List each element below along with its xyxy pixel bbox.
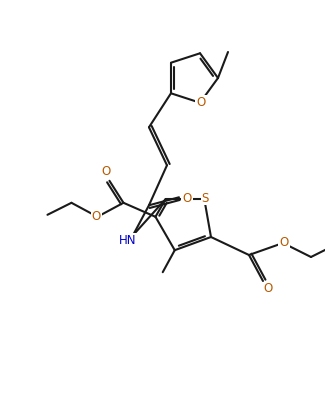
Text: HN: HN [119, 234, 137, 247]
Text: O: O [92, 210, 101, 223]
Text: O: O [196, 96, 206, 109]
Text: O: O [263, 282, 273, 296]
Text: S: S [202, 192, 209, 204]
Text: O: O [102, 165, 111, 178]
Text: O: O [182, 192, 192, 205]
Text: O: O [280, 236, 289, 250]
